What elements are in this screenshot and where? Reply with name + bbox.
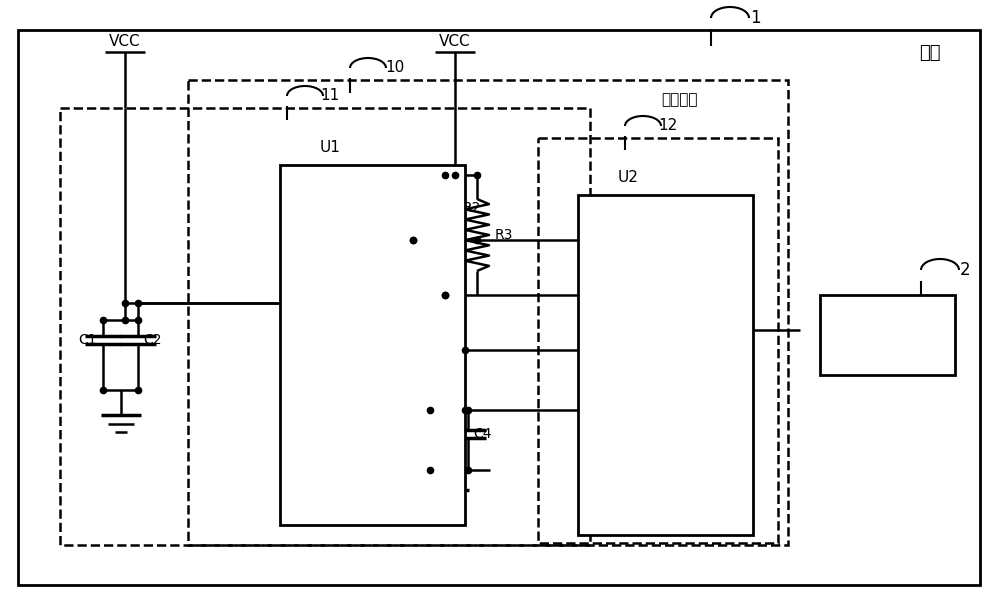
Text: SDA: SDA xyxy=(606,343,634,357)
Text: LED_A: LED_A xyxy=(368,403,412,417)
Text: 1: 1 xyxy=(750,9,760,27)
Text: GND: GND xyxy=(374,463,406,477)
Text: 2: 2 xyxy=(960,261,970,279)
Text: CRTL: CRTL xyxy=(693,323,727,337)
Text: 11: 11 xyxy=(320,89,340,103)
Bar xyxy=(188,80,788,545)
Bar xyxy=(538,138,778,543)
Text: C1: C1 xyxy=(79,333,97,347)
Text: SCL: SCL xyxy=(607,288,633,302)
Bar xyxy=(820,295,955,375)
Text: 音频设备: 音频设备 xyxy=(869,327,905,342)
Text: R2: R2 xyxy=(463,201,481,214)
Text: 控制电路: 控制电路 xyxy=(662,92,698,108)
Text: LED: LED xyxy=(606,403,634,417)
Text: C4: C4 xyxy=(474,427,492,441)
Text: C2: C2 xyxy=(144,333,162,347)
Text: 耳机: 耳机 xyxy=(919,44,941,62)
Text: VDD: VDD xyxy=(304,233,336,247)
Text: U1: U1 xyxy=(320,141,340,155)
Text: 12: 12 xyxy=(658,118,678,133)
Bar xyxy=(578,195,753,535)
Text: U2: U2 xyxy=(618,170,638,185)
Text: VCC: VCC xyxy=(109,34,141,50)
Bar xyxy=(60,108,590,545)
Text: R3: R3 xyxy=(495,228,513,242)
Bar xyxy=(280,165,465,525)
Text: INT: INT xyxy=(379,233,401,247)
Text: VINT: VINT xyxy=(604,233,636,247)
Text: 10: 10 xyxy=(385,60,405,76)
Text: VCC: VCC xyxy=(439,34,471,50)
Text: R1: R1 xyxy=(431,201,450,214)
Text: C3: C3 xyxy=(406,427,424,441)
Text: SCL: SCL xyxy=(377,288,403,302)
Text: SDA: SDA xyxy=(376,343,404,357)
